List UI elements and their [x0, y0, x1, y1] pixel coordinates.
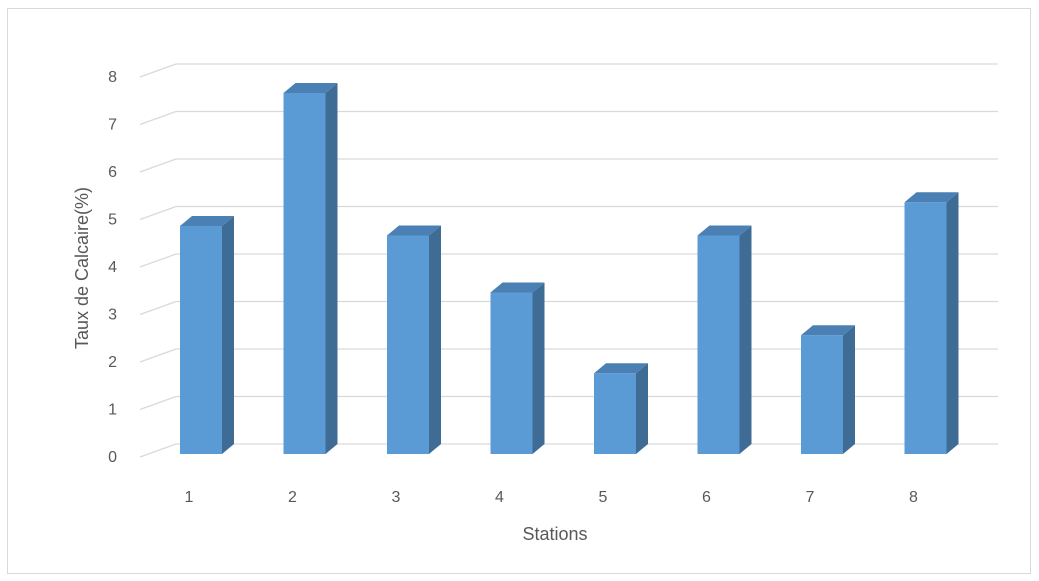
x-tick-label: 3: [392, 489, 401, 506]
bars: [180, 83, 959, 454]
bar-side: [636, 363, 648, 454]
bar-top: [594, 363, 648, 374]
y-axis-title: Taux de Calcaire(%): [72, 187, 92, 349]
x-axis-title: Stations: [522, 524, 587, 544]
y-tick-label: 7: [108, 117, 117, 134]
bar: [283, 83, 338, 454]
bar-side: [946, 192, 959, 454]
gridline-slant: [139, 300, 177, 316]
bar-top: [180, 216, 234, 226]
x-tick-label: 7: [806, 489, 815, 506]
y-tick-label: 1: [108, 402, 117, 419]
x-tick-label: 1: [185, 489, 194, 506]
bar-front: [904, 202, 947, 454]
gridline-slant: [139, 395, 177, 411]
bar: [904, 192, 959, 454]
bar-top: [697, 225, 752, 236]
gridline-slant: [139, 253, 177, 268]
bar-front: [490, 292, 533, 454]
bar-top: [801, 325, 855, 336]
bar-top: [387, 225, 441, 236]
bar-top: [490, 282, 545, 293]
x-tick-label: 2: [288, 489, 297, 506]
gridline-slant: [139, 158, 177, 173]
y-tick-label: 4: [108, 259, 117, 276]
gridline-slant: [139, 63, 177, 78]
bar: [490, 282, 545, 454]
bar-side: [222, 216, 234, 454]
bar-front: [697, 235, 740, 454]
bar-top: [283, 83, 338, 93]
bar: [180, 216, 234, 454]
y-tick-label: 3: [108, 307, 117, 324]
bar-front: [801, 335, 843, 454]
bar-front: [594, 373, 636, 454]
bar: [594, 363, 648, 454]
gridline-slant: [139, 443, 177, 458]
x-tick-label: 6: [702, 489, 711, 506]
y-tick-label: 6: [108, 164, 117, 181]
bar-side: [843, 325, 855, 454]
x-tick-label: 8: [909, 489, 918, 506]
y-axis-ticks: 0 1 2 3 4 5 6 7 8: [108, 69, 117, 466]
bar: [387, 225, 441, 454]
y-tick-label: 8: [108, 69, 117, 86]
bar: [801, 325, 855, 454]
gridline-slant: [139, 110, 177, 126]
x-tick-label: 5: [599, 489, 608, 506]
y-tick-label: 0: [108, 449, 117, 466]
gridline-slant: [139, 205, 177, 221]
bar-front: [283, 93, 326, 454]
bar-side: [739, 225, 752, 454]
x-tick-label: 4: [495, 489, 504, 506]
bar: [697, 225, 752, 454]
bar-front: [387, 235, 429, 454]
x-axis-ticks: 1 2 3 4 5 6 7 8: [185, 489, 919, 506]
gridlines: [139, 63, 998, 458]
bar-front: [180, 226, 222, 454]
bar-side: [429, 225, 441, 454]
gridline-slant: [139, 348, 177, 363]
bar-side: [532, 282, 545, 454]
bar-top: [904, 192, 959, 203]
y-tick-label: 5: [108, 212, 117, 229]
bar-side: [325, 83, 338, 454]
y-tick-label: 2: [108, 354, 117, 371]
